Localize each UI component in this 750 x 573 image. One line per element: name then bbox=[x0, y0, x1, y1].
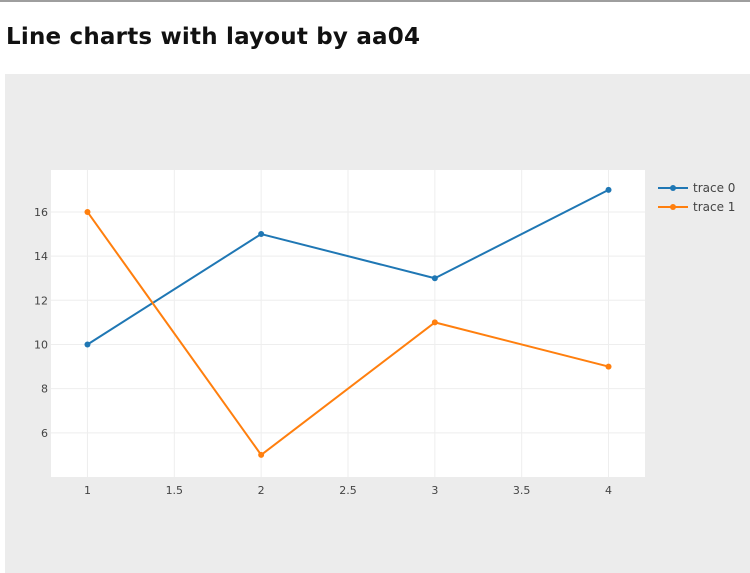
page-title: Line charts with layout by aa04 bbox=[6, 24, 421, 50]
data-point[interactable] bbox=[605, 186, 612, 193]
x-tick-label: 3 bbox=[431, 484, 438, 497]
legend-label: trace 0 bbox=[693, 181, 735, 195]
y-tick-label: 6 bbox=[41, 427, 48, 440]
x-tick-label: 2 bbox=[258, 484, 265, 497]
legend-swatch-marker bbox=[670, 185, 676, 191]
y-tick-label: 10 bbox=[34, 338, 48, 351]
data-point[interactable] bbox=[84, 208, 91, 215]
legend-item-0[interactable]: trace 0 bbox=[658, 181, 735, 195]
data-point[interactable] bbox=[431, 275, 438, 282]
line-chart: 1 1.5 2 2.5 3 3.5 4 6 8 10 12 14 16 trace 0 trace 1 bbox=[34, 170, 735, 497]
series-1 bbox=[84, 208, 612, 458]
x-axis-tick-labels: 1 1.5 2 2.5 3 3.5 4 bbox=[84, 484, 612, 497]
data-point[interactable] bbox=[258, 451, 265, 458]
series-line-1[interactable] bbox=[86, 211, 609, 456]
top-divider bbox=[0, 0, 750, 2]
y-tick-label: 12 bbox=[34, 294, 48, 307]
series-line-0[interactable] bbox=[86, 188, 609, 346]
y-tick-label: 8 bbox=[41, 383, 48, 396]
x-tick-label: 4 bbox=[605, 484, 612, 497]
data-point[interactable] bbox=[605, 363, 612, 370]
chart-container: 1 1.5 2 2.5 3 3.5 4 6 8 10 12 14 16 trace 0 trace 1 bbox=[5, 74, 750, 573]
data-point[interactable] bbox=[431, 319, 438, 326]
y-axis-tick-labels: 6 8 10 12 14 16 bbox=[34, 206, 48, 440]
x-tick-label: 1.5 bbox=[166, 484, 184, 497]
series-0 bbox=[84, 186, 612, 348]
x-gridlines bbox=[86, 170, 610, 477]
series-layer bbox=[84, 186, 612, 458]
legend-item-1[interactable]: trace 1 bbox=[658, 200, 735, 214]
data-point[interactable] bbox=[84, 341, 91, 348]
x-tick-label: 1 bbox=[84, 484, 91, 497]
x-tick-label: 3.5 bbox=[513, 484, 531, 497]
x-tick-label: 2.5 bbox=[339, 484, 357, 497]
y-tick-label: 14 bbox=[34, 250, 48, 263]
legend-swatch-marker bbox=[670, 204, 676, 210]
legend: trace 0 trace 1 bbox=[658, 181, 735, 214]
legend-label: trace 1 bbox=[693, 200, 735, 214]
y-tick-label: 16 bbox=[34, 206, 48, 219]
data-point[interactable] bbox=[258, 231, 265, 238]
